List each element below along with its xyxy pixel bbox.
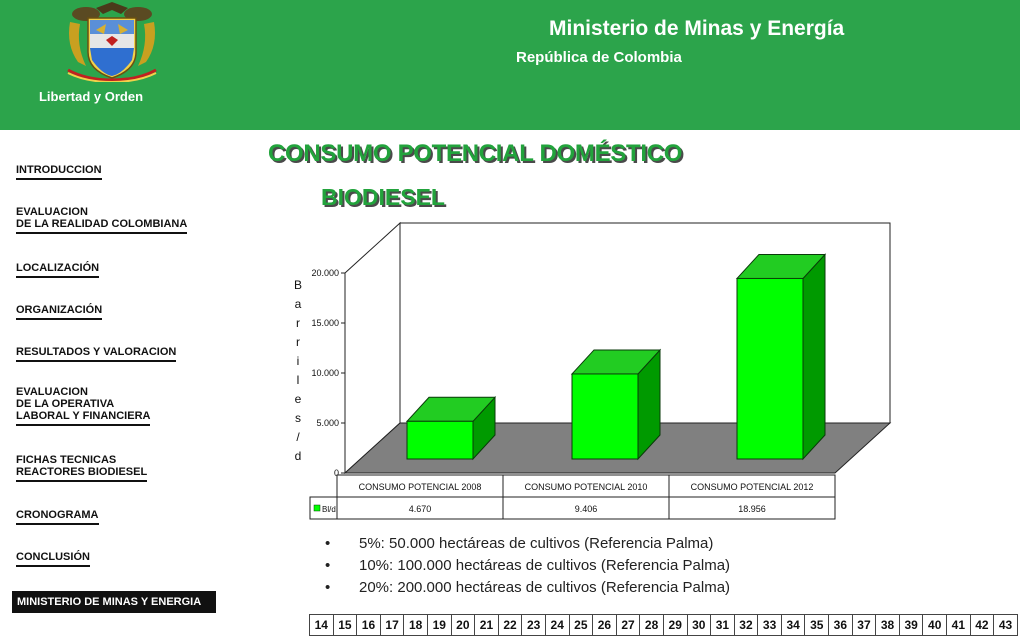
sidebar-item-cronograma[interactable]: CRONOGRAMA [16, 509, 99, 525]
y-axis-label-letter: s [295, 411, 301, 425]
page-link-20[interactable]: 20 [452, 614, 476, 636]
page-link-37[interactable]: 37 [853, 614, 877, 636]
sidebar-item-conclusion[interactable]: CONCLUSIÓN [16, 551, 90, 567]
bullet-item: 10%: 100.000 hectáreas de cultivos (Refe… [325, 555, 925, 577]
page-link-32[interactable]: 32 [735, 614, 759, 636]
y-axis-label-letter: B [294, 278, 302, 292]
y-axis-label-letter: l [297, 373, 300, 387]
sidebar-item-evaluacion-realidad[interactable]: EVALUACION DE LA REALIDAD COLOMBIANA [16, 206, 187, 234]
y-axis-label-letter: a [295, 297, 302, 311]
page-link-15[interactable]: 15 [334, 614, 358, 636]
bar-chart: 05.00010.00015.00020.000Barriles/dCONSUM… [280, 205, 900, 530]
sidebar-item-localizacion[interactable]: LOCALIZACIÓN [16, 262, 99, 278]
y-axis-label-letter: d [295, 449, 302, 463]
sidebar-item-fichas-tecnicas[interactable]: FICHAS TECNICAS REACTORES BIODIESEL [16, 454, 147, 482]
bar [407, 421, 473, 459]
page-link-17[interactable]: 17 [381, 614, 405, 636]
page-link-28[interactable]: 28 [640, 614, 664, 636]
header-banner: Libertad y Orden Ministerio de Minas y E… [0, 0, 1020, 130]
bullet-item: 5%: 50.000 hectáreas de cultivos (Refere… [325, 533, 925, 555]
bullet-item: 20%: 200.000 hectáreas de cultivos (Refe… [325, 577, 925, 599]
bar [572, 374, 638, 459]
motto-text: Libertad y Orden [26, 89, 156, 104]
page-link-14[interactable]: 14 [310, 614, 334, 636]
page-link-42[interactable]: 42 [971, 614, 995, 636]
page-link-27[interactable]: 27 [617, 614, 641, 636]
page-link-33[interactable]: 33 [758, 614, 782, 636]
page-link-40[interactable]: 40 [923, 614, 947, 636]
y-tick-label: 5.000 [316, 418, 339, 428]
legend-swatch [314, 505, 320, 511]
data-label: 4.670 [409, 504, 432, 514]
x-category-label: CONSUMO POTENCIAL 2008 [359, 482, 482, 492]
bar [737, 278, 803, 459]
sidebar-item-organizacion[interactable]: ORGANIZACIÓN [16, 304, 102, 320]
data-label: 18.956 [738, 504, 766, 514]
page-link-30[interactable]: 30 [688, 614, 712, 636]
page-link-34[interactable]: 34 [782, 614, 806, 636]
page-link-41[interactable]: 41 [947, 614, 971, 636]
x-category-label: CONSUMO POTENCIAL 2012 [691, 482, 814, 492]
page-link-24[interactable]: 24 [546, 614, 570, 636]
sidebar-item-evaluacion-operativa[interactable]: EVALUACION DE LA OPERATIVA LABORAL Y FIN… [16, 386, 150, 426]
page-link-31[interactable]: 31 [711, 614, 735, 636]
page-link-22[interactable]: 22 [499, 614, 523, 636]
coat-of-arms-icon [66, 0, 158, 82]
page-link-23[interactable]: 23 [522, 614, 546, 636]
legend-label: Bl/d [322, 505, 336, 514]
page-link-35[interactable]: 35 [805, 614, 829, 636]
bar-side [803, 254, 825, 459]
y-axis-label-letter: / [296, 430, 300, 444]
page-link-38[interactable]: 38 [876, 614, 900, 636]
y-axis-label-letter: r [296, 335, 300, 349]
page-link-18[interactable]: 18 [404, 614, 428, 636]
y-tick-label: 10.000 [311, 368, 339, 378]
sidebar-item-introduccion[interactable]: INTRODUCCION [16, 164, 102, 180]
y-tick-label: 20.000 [311, 268, 339, 278]
page-title: CONSUMO POTENCIAL DOMÉSTICO [268, 140, 682, 168]
page-link-43[interactable]: 43 [994, 614, 1018, 636]
page-link-36[interactable]: 36 [829, 614, 853, 636]
page-link-29[interactable]: 29 [664, 614, 688, 636]
y-tick-label: 15.000 [311, 318, 339, 328]
ministry-title: Ministerio de Minas y Energía [549, 17, 844, 41]
data-label: 9.406 [575, 504, 598, 514]
page-link-25[interactable]: 25 [570, 614, 594, 636]
y-axis-label-letter: e [295, 392, 302, 406]
page-link-39[interactable]: 39 [900, 614, 924, 636]
y-axis-label-letter: i [297, 354, 300, 368]
x-category-label: CONSUMO POTENCIAL 2010 [525, 482, 648, 492]
page-link-26[interactable]: 26 [593, 614, 617, 636]
sidebar-item-resultados[interactable]: RESULTADOS Y VALORACION [16, 346, 176, 362]
y-axis-label-letter: r [296, 316, 300, 330]
bullet-list: 5%: 50.000 hectáreas de cultivos (Refere… [325, 533, 925, 599]
sidebar-item-ministerio[interactable]: MINISTERIO DE MINAS Y ENERGIA [12, 591, 216, 613]
page-link-19[interactable]: 19 [428, 614, 452, 636]
page-navigation: 14 15 16 17 18 19 20 21 22 23 24 25 26 27 28 29 30 31 32 33… [309, 614, 1018, 636]
republic-subtitle: República de Colombia [516, 49, 682, 66]
page-link-21[interactable]: 21 [475, 614, 499, 636]
page-link-16[interactable]: 16 [357, 614, 381, 636]
